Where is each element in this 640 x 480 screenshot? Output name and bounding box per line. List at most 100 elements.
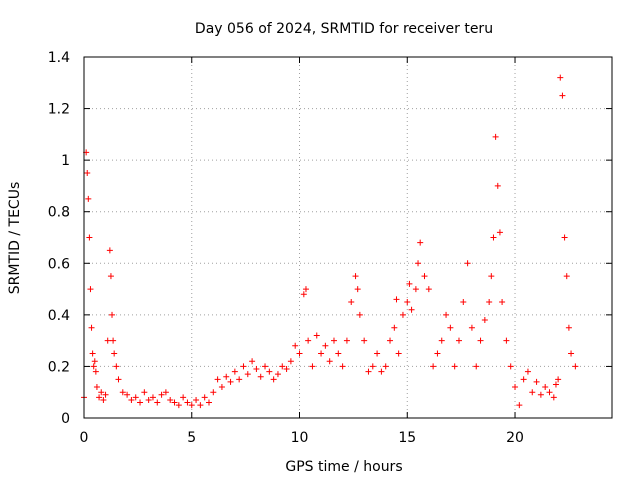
data-point	[481, 317, 488, 324]
data-point	[84, 170, 91, 177]
data-point	[305, 337, 312, 344]
data-point	[365, 368, 372, 375]
data-point	[529, 389, 536, 396]
data-point	[102, 391, 109, 398]
data-point	[417, 239, 424, 246]
data-point	[262, 363, 269, 370]
data-point	[111, 350, 118, 357]
data-point	[555, 376, 562, 383]
data-points	[81, 74, 579, 409]
data-point	[91, 358, 98, 365]
data-point	[218, 384, 225, 391]
data-point	[455, 337, 462, 344]
y-tick-label: 0.2	[48, 359, 70, 375]
data-point	[205, 399, 212, 406]
data-point	[499, 298, 506, 305]
data-point	[283, 366, 290, 373]
data-point	[193, 396, 200, 403]
data-point	[326, 358, 333, 365]
data-point	[343, 337, 350, 344]
data-point	[546, 389, 553, 396]
data-point	[149, 394, 156, 401]
data-point	[313, 332, 320, 339]
data-point	[447, 324, 454, 331]
y-tick-label: 0.4	[48, 308, 70, 324]
data-point	[214, 376, 221, 383]
data-point	[415, 260, 422, 267]
data-point	[421, 273, 428, 280]
data-point	[488, 273, 495, 280]
data-point	[412, 286, 419, 293]
data-point	[257, 373, 264, 380]
data-point	[552, 381, 559, 388]
data-point	[93, 384, 100, 391]
data-point	[356, 311, 363, 318]
data-point	[223, 373, 230, 380]
data-point	[175, 402, 182, 409]
data-point	[496, 229, 503, 236]
data-point	[438, 337, 445, 344]
data-point	[100, 396, 107, 403]
data-point	[494, 182, 501, 189]
data-point	[477, 337, 484, 344]
chart-title: Day 056 of 2024, SRMTID for receiver ter…	[195, 21, 493, 37]
data-point	[399, 311, 406, 318]
tick-labels: 0 5 10 15 20 0 0.2 0.4 0.6 0.8 1 1.2 1.4	[48, 50, 524, 446]
data-point	[162, 389, 169, 396]
data-point	[106, 247, 113, 254]
data-point	[395, 350, 402, 357]
data-point	[300, 291, 307, 298]
data-point	[352, 273, 359, 280]
x-axis-label: GPS time / hours	[285, 459, 402, 475]
data-point	[292, 342, 299, 349]
data-point	[557, 74, 564, 81]
data-point	[210, 389, 217, 396]
data-point	[104, 337, 111, 344]
data-point	[249, 358, 256, 365]
data-point	[565, 324, 572, 331]
data-point	[154, 399, 161, 406]
data-point	[492, 133, 499, 140]
data-point	[460, 298, 467, 305]
axis-ticks	[83, 56, 612, 419]
data-point	[92, 368, 99, 375]
data-point	[568, 350, 575, 357]
data-point	[184, 399, 191, 406]
data-point	[85, 195, 92, 202]
data-point	[473, 363, 480, 370]
data-point	[201, 394, 208, 401]
y-tick-label: 1.4	[48, 50, 70, 66]
data-point	[128, 396, 135, 403]
data-point	[137, 399, 144, 406]
data-point	[378, 368, 385, 375]
data-point	[434, 350, 441, 357]
data-point	[158, 391, 165, 398]
data-point	[253, 366, 260, 373]
data-point	[374, 350, 381, 357]
data-point	[240, 363, 247, 370]
y-tick-label: 1.2	[48, 102, 70, 118]
data-point	[88, 324, 95, 331]
data-point	[393, 296, 400, 303]
data-point	[296, 350, 303, 357]
data-point	[512, 384, 519, 391]
data-point	[524, 368, 531, 375]
x-tick-label: 10	[291, 430, 309, 446]
data-point	[572, 363, 579, 370]
data-point	[89, 350, 96, 357]
data-point	[279, 363, 286, 370]
data-point	[107, 273, 114, 280]
y-tick-label: 0.6	[48, 256, 70, 272]
data-point	[141, 389, 148, 396]
y-tick-label: 1	[61, 153, 70, 169]
data-point	[96, 394, 103, 401]
data-point	[270, 376, 277, 383]
data-point	[486, 298, 493, 305]
data-point	[468, 324, 475, 331]
data-point	[408, 306, 415, 313]
data-point	[335, 350, 342, 357]
data-point	[124, 391, 131, 398]
data-point	[533, 378, 540, 385]
